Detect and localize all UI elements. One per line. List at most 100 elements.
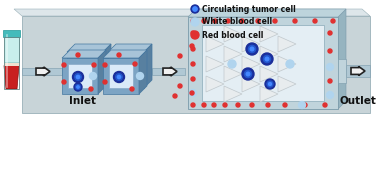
Polygon shape	[260, 46, 278, 62]
Circle shape	[190, 91, 194, 95]
Circle shape	[323, 103, 327, 107]
Polygon shape	[4, 66, 19, 89]
Circle shape	[265, 57, 269, 61]
Polygon shape	[242, 76, 260, 92]
Circle shape	[267, 81, 273, 87]
Polygon shape	[139, 50, 147, 94]
Text: Inlet: Inlet	[68, 96, 96, 106]
Polygon shape	[278, 76, 296, 92]
Circle shape	[293, 19, 297, 23]
Text: Outlet: Outlet	[339, 96, 376, 106]
Circle shape	[212, 103, 216, 107]
Polygon shape	[3, 30, 20, 37]
Circle shape	[113, 71, 124, 82]
Circle shape	[92, 63, 96, 67]
Polygon shape	[202, 25, 324, 101]
Polygon shape	[4, 62, 19, 66]
Text: White blood cell: White blood cell	[202, 17, 272, 27]
Polygon shape	[98, 50, 106, 94]
Circle shape	[191, 31, 199, 39]
Circle shape	[250, 47, 254, 51]
Circle shape	[191, 103, 195, 107]
Circle shape	[327, 63, 333, 70]
Polygon shape	[115, 58, 138, 82]
Circle shape	[136, 73, 144, 80]
Polygon shape	[224, 66, 242, 82]
Polygon shape	[62, 58, 98, 94]
Circle shape	[242, 68, 254, 80]
Polygon shape	[206, 76, 224, 92]
Circle shape	[77, 86, 79, 88]
Circle shape	[190, 44, 194, 48]
Circle shape	[327, 91, 333, 98]
Circle shape	[299, 102, 305, 109]
Circle shape	[202, 19, 206, 23]
Circle shape	[228, 60, 236, 68]
Polygon shape	[98, 68, 103, 75]
Circle shape	[90, 73, 96, 80]
Polygon shape	[242, 36, 260, 52]
Polygon shape	[4, 37, 19, 62]
Polygon shape	[260, 26, 278, 42]
Polygon shape	[224, 46, 242, 62]
Polygon shape	[144, 44, 152, 88]
Circle shape	[191, 31, 195, 35]
Circle shape	[273, 19, 277, 23]
Circle shape	[103, 80, 107, 84]
Polygon shape	[108, 52, 144, 88]
Polygon shape	[163, 67, 177, 76]
Circle shape	[117, 53, 121, 57]
Circle shape	[191, 47, 195, 51]
Polygon shape	[108, 44, 152, 52]
Polygon shape	[73, 58, 96, 82]
Circle shape	[193, 7, 197, 11]
Circle shape	[268, 82, 271, 86]
Circle shape	[130, 87, 134, 91]
Circle shape	[191, 77, 195, 81]
Polygon shape	[206, 56, 224, 72]
Circle shape	[89, 87, 93, 91]
Circle shape	[191, 19, 195, 23]
Circle shape	[62, 80, 66, 84]
Polygon shape	[22, 68, 62, 75]
Circle shape	[328, 65, 332, 69]
Circle shape	[191, 18, 199, 26]
Circle shape	[74, 83, 82, 91]
Circle shape	[213, 19, 217, 23]
Text: Red blood cell: Red blood cell	[202, 30, 263, 40]
Text: Circulating tumor cell: Circulating tumor cell	[202, 4, 296, 14]
Polygon shape	[110, 64, 133, 88]
Circle shape	[328, 31, 332, 35]
Circle shape	[248, 45, 256, 53]
Polygon shape	[338, 9, 346, 109]
Circle shape	[240, 19, 244, 23]
Circle shape	[189, 89, 197, 96]
Circle shape	[328, 49, 332, 53]
Polygon shape	[188, 9, 346, 17]
Polygon shape	[14, 9, 370, 16]
Circle shape	[103, 63, 107, 67]
Polygon shape	[103, 50, 147, 58]
Polygon shape	[338, 59, 346, 83]
Polygon shape	[224, 86, 242, 102]
Polygon shape	[152, 68, 185, 75]
Polygon shape	[67, 52, 103, 88]
Circle shape	[256, 19, 260, 23]
Circle shape	[245, 70, 252, 78]
Circle shape	[303, 103, 307, 107]
Circle shape	[75, 74, 81, 80]
Polygon shape	[22, 16, 370, 113]
Circle shape	[178, 84, 182, 88]
Circle shape	[283, 103, 287, 107]
Polygon shape	[346, 65, 370, 77]
Circle shape	[246, 72, 250, 76]
Polygon shape	[260, 86, 278, 102]
Circle shape	[73, 71, 84, 82]
Polygon shape	[103, 44, 111, 88]
Polygon shape	[36, 67, 50, 76]
Circle shape	[328, 79, 332, 83]
Circle shape	[76, 85, 81, 89]
Circle shape	[265, 79, 275, 89]
Circle shape	[313, 19, 317, 23]
Circle shape	[191, 5, 199, 13]
